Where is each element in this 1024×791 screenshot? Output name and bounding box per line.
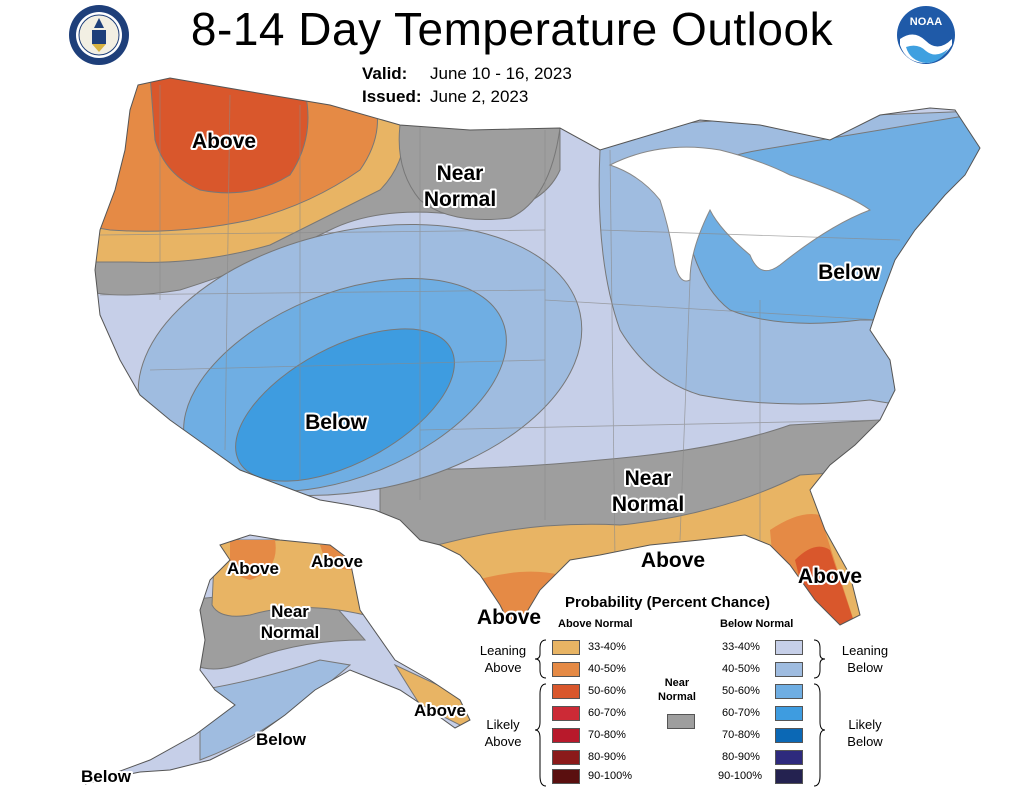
swatch-below-90-100 xyxy=(775,769,803,784)
label-below-40-50: 40-50% xyxy=(722,663,760,675)
great-lakes xyxy=(608,146,872,282)
swatch-below-80-90 xyxy=(775,750,803,765)
swatch-below-70-80 xyxy=(775,728,803,743)
label-above-50-60: 50-60% xyxy=(588,685,626,697)
alaska-map xyxy=(85,535,470,784)
legend-near-bottom: Normal xyxy=(658,691,696,703)
label-ak-near: Near xyxy=(271,602,309,621)
legend-leaning-above: Leaning Above xyxy=(472,642,534,676)
brace-leaning-below xyxy=(813,639,826,679)
legend-below-head: Below Normal xyxy=(720,618,794,630)
swatch-above-33-40 xyxy=(552,640,580,655)
label-ak-normal: Normal xyxy=(261,623,320,642)
sw-below-60 xyxy=(235,328,455,482)
swatch-above-60-70 xyxy=(552,706,580,721)
issued-row: Issued: June 2, 2023 xyxy=(362,85,572,108)
legend-leaning-below: Leaning Below xyxy=(834,642,896,676)
swatch-near-normal xyxy=(667,714,695,729)
label-south-normal: Normal xyxy=(612,493,684,516)
label-above-33-40: 33-40% xyxy=(588,641,626,653)
valid-value: June 10 - 16, 2023 xyxy=(430,64,572,83)
nw-above-50 xyxy=(149,78,309,194)
label-above-60-70: 60-70% xyxy=(588,707,626,719)
legend-above-head: Above Normal xyxy=(558,618,633,630)
legend-title: Probability (Percent Chance) xyxy=(565,594,771,611)
swatch-below-60-70 xyxy=(775,706,803,721)
label-below-90-100: 90-100% xyxy=(718,770,763,782)
date-block: Valid: June 10 - 16, 2023 Issued: June 2, … xyxy=(362,62,572,108)
label-north-normal: Normal xyxy=(424,188,496,211)
label-ak-se-above: Above xyxy=(414,701,466,720)
legend-near-top: Near xyxy=(664,677,690,689)
label-fl-above: Above xyxy=(798,565,862,588)
issued-value: June 2, 2023 xyxy=(430,87,529,106)
label-ne-below: Below xyxy=(818,261,881,284)
label-north-near: Near xyxy=(437,162,484,185)
swatch-above-80-90 xyxy=(552,750,580,765)
label-above-80-90: 80-90% xyxy=(588,751,626,763)
label-ak-aleutian-below: Below xyxy=(81,767,132,786)
swatch-below-50-60 xyxy=(775,684,803,699)
issued-label: Issued: xyxy=(362,87,422,106)
likely-above-line1: Likely xyxy=(486,717,520,732)
conus-outline xyxy=(94,77,981,626)
label-above-40-50: 40-50% xyxy=(588,663,626,675)
state-borders xyxy=(99,85,901,561)
probability-legend: Probability (Percent Chance) Above Norma… xyxy=(470,590,910,790)
swatch-above-90-100 xyxy=(552,769,580,784)
legend-likely-below: Likely Below xyxy=(834,716,896,750)
likely-below-line2: Below xyxy=(847,734,883,749)
noaa-logo-icon: NOAA xyxy=(897,6,955,64)
noaa-logo-text: NOAA xyxy=(910,16,942,28)
label-tx-above: Above xyxy=(477,606,541,629)
brace-leaning-above xyxy=(534,639,547,679)
label-below-60-70: 60-70% xyxy=(722,707,760,719)
alaska-outline xyxy=(84,534,471,785)
leaning-above-line1: Leaning xyxy=(479,643,527,658)
likely-above-line2: Above xyxy=(484,734,522,749)
leaning-below-line2: Below xyxy=(847,660,883,675)
valid-label: Valid: xyxy=(362,64,408,83)
label-below-70-80: 70-80% xyxy=(722,729,760,741)
likely-below-line1: Likely xyxy=(848,717,882,732)
north-near-normal-blob xyxy=(398,124,561,221)
ak-se-above xyxy=(393,663,470,731)
doc-seal-icon xyxy=(69,5,129,65)
label-below-80-90: 80-90% xyxy=(722,751,760,763)
swatch-above-50-60 xyxy=(552,684,580,699)
legend-braces xyxy=(534,639,826,787)
label-ak-below: Below xyxy=(256,730,307,749)
valid-row: Valid: June 10 - 16, 2023 xyxy=(362,62,572,85)
ak-above-40-w xyxy=(230,540,276,580)
brace-likely-below xyxy=(813,683,826,787)
page-title: 8-14 Day Temperature Outlook xyxy=(190,3,834,55)
leaning-below-line1: Leaning xyxy=(841,643,889,658)
label-below-50-60: 50-60% xyxy=(722,685,760,697)
label-gulf-above: Above xyxy=(641,549,705,572)
legend-near-normal: Near Normal xyxy=(658,676,696,704)
label-nw-above: Above xyxy=(192,130,256,153)
map-labels: Above Near Normal Below Below Near Norma… xyxy=(79,128,883,788)
legend-likely-above: Likely Above xyxy=(472,716,534,750)
label-above-90-100: 90-100% xyxy=(588,770,633,782)
leaning-above-line2: Above xyxy=(484,660,522,675)
label-ak-above-w: Above xyxy=(227,559,279,578)
swatch-below-40-50 xyxy=(775,662,803,677)
swatch-above-70-80 xyxy=(552,728,580,743)
swatch-above-40-50 xyxy=(552,662,580,677)
label-above-70-80: 70-80% xyxy=(588,729,626,741)
label-south-near: Near xyxy=(625,467,672,490)
swatch-below-33-40 xyxy=(775,640,803,655)
brace-likely-above xyxy=(534,683,547,787)
label-below-33-40: 33-40% xyxy=(722,641,760,653)
label-sw-below: Below xyxy=(305,411,368,434)
label-ak-above-e: Above xyxy=(311,552,363,571)
